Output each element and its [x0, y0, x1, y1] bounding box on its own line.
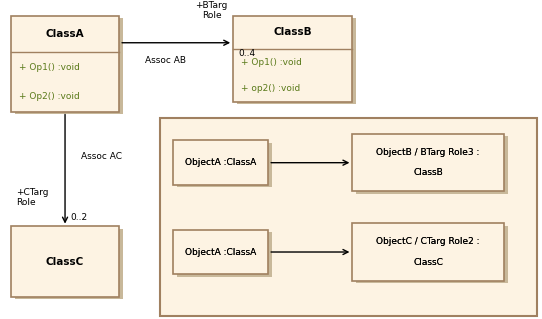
Text: ClassC: ClassC [46, 256, 84, 267]
Bar [11, 226, 119, 297]
Text: ObjectA :ClassA: ObjectA :ClassA [185, 158, 256, 167]
Bar [233, 16, 352, 102]
Bar [173, 140, 268, 185]
Text: + Op1() :void: + Op1() :void [19, 63, 80, 72]
Text: ObjectA :ClassA: ObjectA :ClassA [185, 158, 256, 167]
Text: + op2() :void: + op2() :void [241, 84, 300, 93]
Text: +BTarg
Role: +BTarg Role [195, 1, 228, 20]
Text: + Op2() :void: + Op2() :void [19, 92, 80, 101]
Text: ClassC: ClassC [413, 257, 443, 267]
Bar [15, 229, 123, 299]
Text: + Op1() :void: + Op1() :void [241, 57, 302, 67]
Bar [160, 118, 537, 316]
Bar [173, 230, 268, 274]
Bar [177, 232, 272, 277]
Text: ObjectA :ClassA: ObjectA :ClassA [185, 248, 256, 256]
Bar [352, 134, 504, 191]
Bar [11, 16, 119, 112]
Bar [356, 136, 508, 194]
Bar [356, 226, 508, 283]
Text: ObjectB / BTarg Role3 :: ObjectB / BTarg Role3 : [377, 148, 480, 157]
Text: ClassA: ClassA [46, 29, 85, 39]
Text: Assoc AB: Assoc AB [145, 56, 186, 64]
Text: ObjectC / CTarg Role2 :: ObjectC / CTarg Role2 : [377, 237, 480, 247]
Bar [177, 143, 272, 187]
Bar [352, 223, 504, 281]
Text: 0..4: 0..4 [238, 49, 256, 58]
Text: ClassB: ClassB [273, 27, 312, 37]
Text: ObjectB / BTarg Role3 :: ObjectB / BTarg Role3 : [377, 148, 480, 157]
Bar [15, 18, 123, 114]
Text: Assoc AC: Assoc AC [81, 152, 122, 161]
Text: ObjectA :ClassA: ObjectA :ClassA [185, 248, 256, 256]
Text: ObjectC / CTarg Role2 :: ObjectC / CTarg Role2 : [377, 237, 480, 247]
Text: +CTarg
Role: +CTarg Role [16, 188, 49, 207]
Text: ClassC: ClassC [413, 257, 443, 267]
Text: 0..2: 0..2 [70, 213, 88, 222]
Text: ClassB: ClassB [414, 168, 443, 177]
Text: ClassB: ClassB [414, 168, 443, 177]
Bar [237, 18, 356, 104]
